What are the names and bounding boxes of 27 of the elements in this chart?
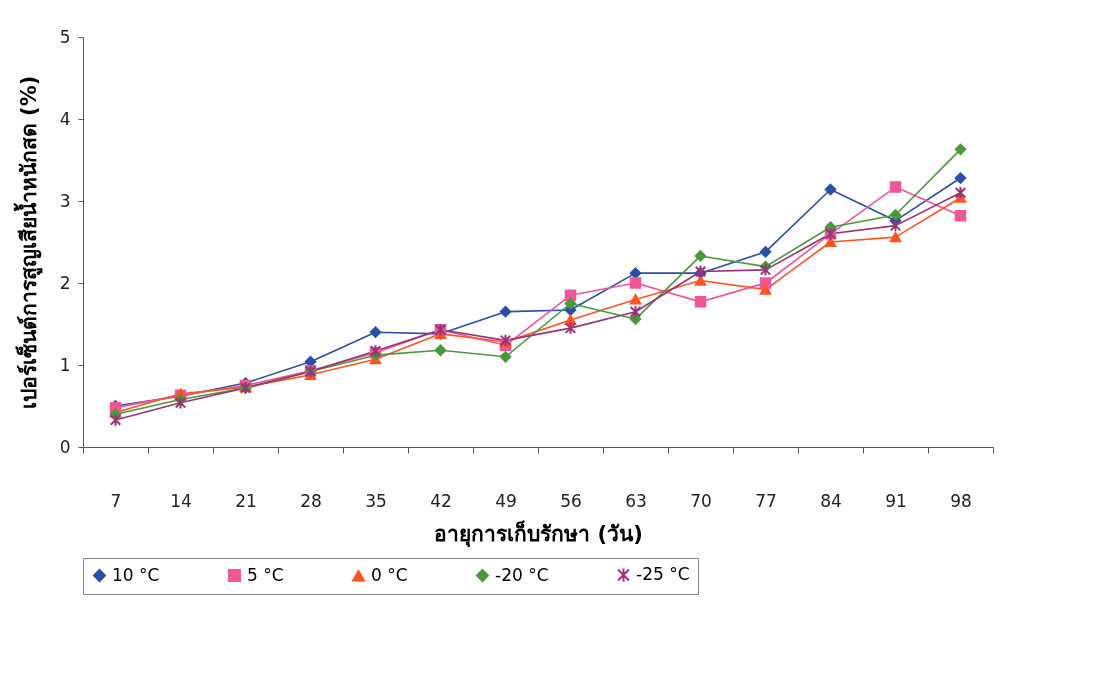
y-tick-label: 3 [59,190,71,211]
legend-label: -20 °C [495,564,549,585]
y-tick-label: 1 [59,354,71,375]
x-tick-label: 35 [365,490,387,511]
y-tick-label: 4 [59,108,71,129]
legend-label: 0 °C [371,564,408,585]
x-tick-label: 70 [690,490,712,511]
y-axis-title: เปอร์เซ็นต์การสูญเสียน้ำหนักสด (%) [12,75,43,410]
y-tick-label: 2 [59,272,71,293]
x-tick-label: 77 [755,490,777,511]
x-tick-label: 7 [110,490,122,511]
x-tick-label: 98 [950,490,972,511]
x-tick-label: 91 [885,490,907,511]
x-tick-label: 42 [430,490,452,511]
x-tick-label: 21 [235,490,257,511]
x-tick-label: 14 [170,490,192,511]
legend-label: 10 °C [112,564,160,585]
x-tick-label: 84 [820,490,842,511]
legend-label: -25 °C [636,563,690,584]
y-tick-label: 5 [59,26,71,47]
legend-label: 5 °C [247,564,284,585]
x-tick-label: 28 [300,490,322,511]
x-tick-label: 56 [560,490,582,511]
x-axis-title: อายุการเก็บรักษา (วัน) [434,519,643,548]
x-tick-label: 49 [495,490,517,511]
y-tick-label: 0 [59,436,71,457]
x-tick-label: 63 [625,490,647,511]
